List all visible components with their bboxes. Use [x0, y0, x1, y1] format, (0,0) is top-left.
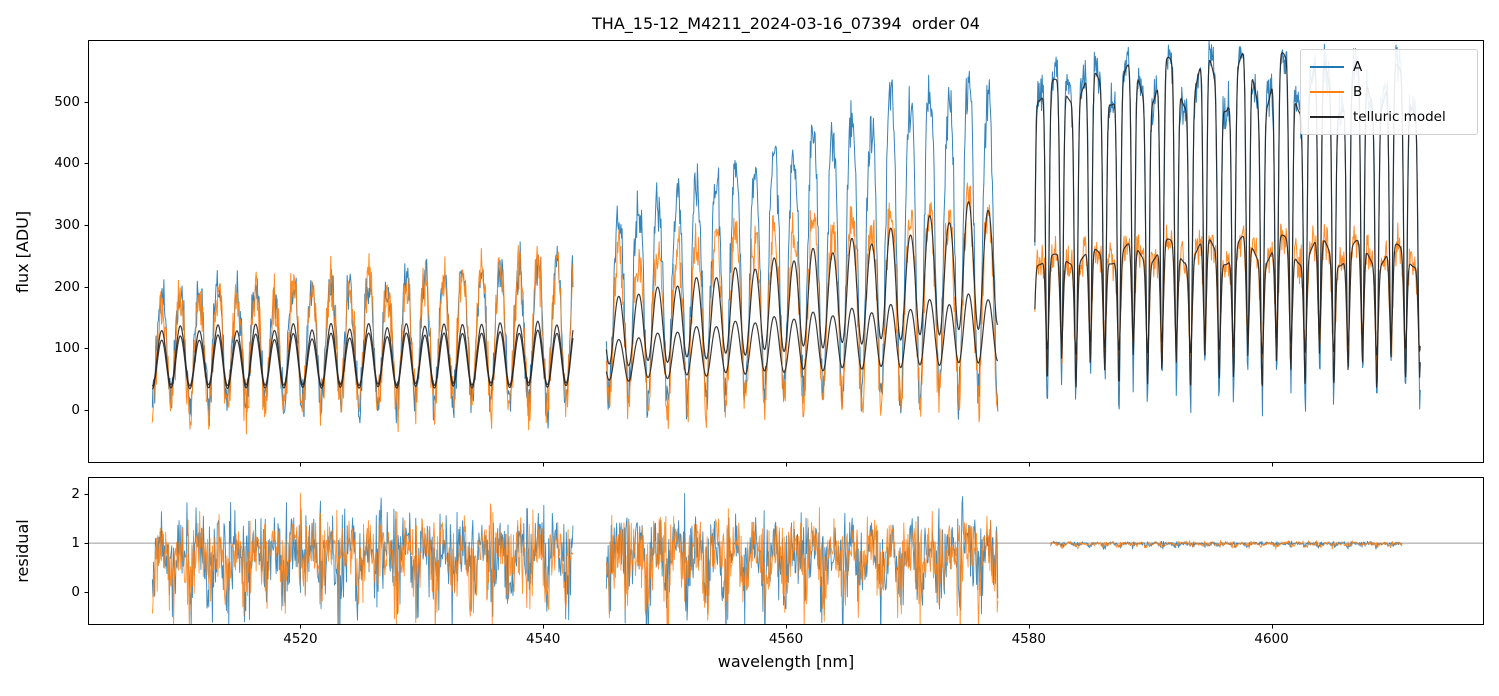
x-tick-label: 4600	[1254, 631, 1289, 647]
y-tick-label-flux: 400	[54, 155, 80, 172]
x-tick-label: 4580	[1011, 631, 1046, 647]
x-tick-label: 4520	[283, 631, 318, 647]
legend-item-telluric-model: telluric model	[1310, 108, 1468, 126]
x-axis-label: wavelength [nm]	[717, 652, 855, 671]
legend-item-b: B	[1310, 83, 1468, 101]
y-axis-label-flux: flux [ADU]	[13, 210, 32, 294]
y-tick-label-flux: 500	[54, 93, 80, 110]
chart-title: THA_15-12_M4211_2024-03-16_07394 order 0…	[592, 14, 980, 33]
y-tick-label-flux: 0	[71, 401, 80, 418]
y-tick-label-flux: 200	[54, 278, 80, 295]
legend-label-a: A	[1353, 59, 1363, 75]
y-tick-label-residual: 1	[71, 535, 80, 552]
legend-line-sample-a	[1310, 66, 1344, 68]
legend-label-b: B	[1353, 84, 1363, 100]
y-tick-label-residual: 2	[71, 486, 80, 503]
legend-label-telluric: telluric model	[1353, 109, 1446, 125]
y-tick-label-flux: 100	[54, 340, 80, 357]
legend-item-a: A	[1310, 58, 1468, 76]
y-tick-label-residual: 0	[71, 584, 80, 601]
legend-line-sample-b	[1310, 91, 1344, 93]
x-tick-label: 4560	[768, 631, 804, 647]
legend-line-sample-telluric	[1310, 116, 1344, 118]
y-tick-label-flux: 300	[54, 216, 80, 233]
legend: A B telluric model	[1300, 49, 1478, 135]
x-tick-label: 4540	[526, 631, 561, 647]
